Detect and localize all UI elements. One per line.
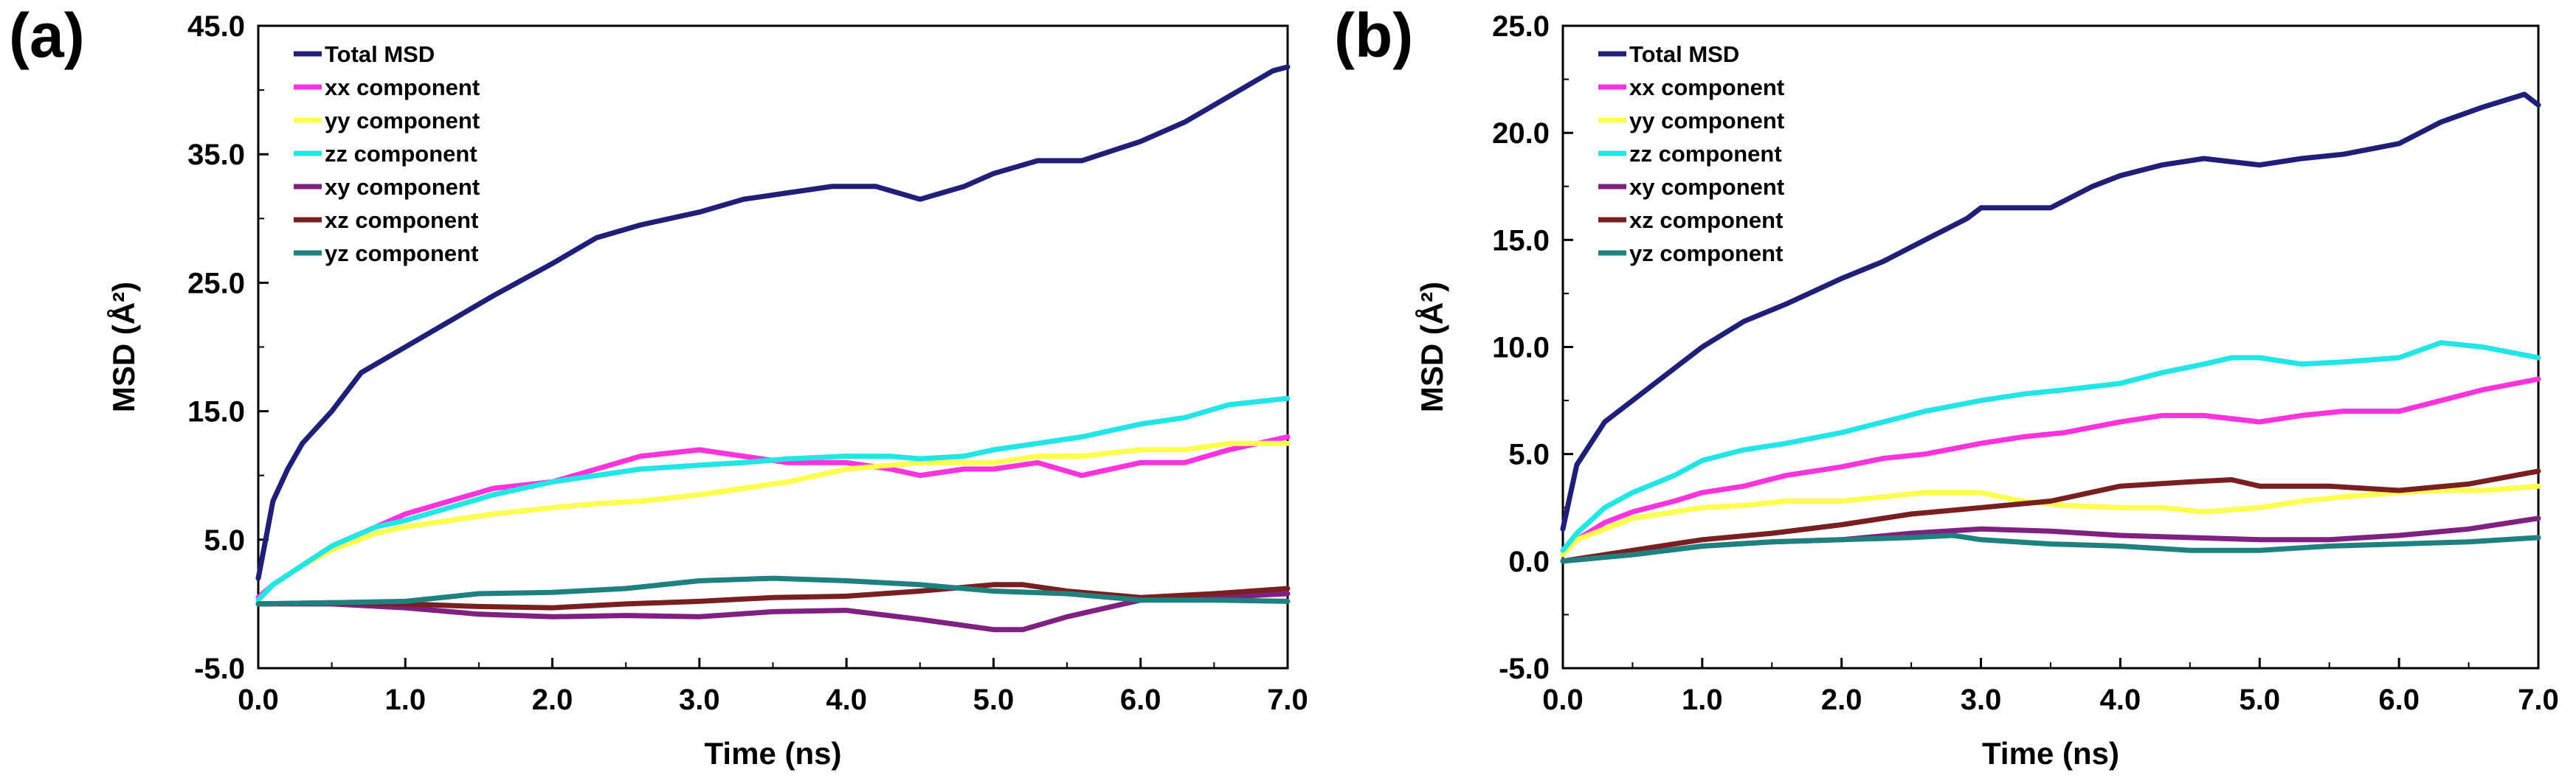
x-tick-label: 5.0 [973, 684, 1015, 716]
series-line-yz-component [1560, 532, 2541, 564]
x-tick-label: 6.0 [1120, 684, 1161, 716]
chart-panel-a: -5.0 5.0 15.0 25.0 35.0 45.0 0.0 1.0 2.0 3.0 4.0 5.… [106, 10, 1308, 771]
y-tick-label: 45.0 [187, 10, 245, 43]
legend-label: xy component [1629, 174, 1784, 200]
legend-label: yz component [325, 240, 478, 266]
series-line-yz-component [255, 575, 1291, 607]
series-line-xx-component [1560, 376, 2541, 553]
y-tick-label: 35.0 [187, 139, 245, 171]
x-tick-label: 3.0 [1961, 684, 2002, 716]
x-tick-label: 2.0 [532, 684, 573, 716]
legend-label: yy component [1629, 108, 1784, 133]
legend-label: xz component [325, 207, 478, 233]
x-axis-title: Time (ns) [1982, 736, 2119, 771]
series-line-xz-component [1560, 468, 2541, 564]
y-axis-title: MSD (Å²) [1415, 282, 1449, 412]
legend-label: xz component [1629, 207, 1783, 233]
x-axis-title: Time (ns) [705, 736, 842, 771]
x-tick-label: 6.0 [2378, 684, 2420, 716]
legend-label: yz component [1629, 240, 1783, 266]
y-tick-label: 15.0 [187, 396, 245, 428]
x-tick-label: 7.0 [1267, 684, 1308, 716]
x-tick-label: 0.0 [238, 684, 279, 716]
legend-label: xx component [1629, 74, 1784, 100]
y-tick-label: -5.0 [1499, 653, 1550, 685]
legend-label: zz component [1629, 141, 1782, 167]
y-axis-title: MSD (Å²) [106, 282, 141, 412]
y-tick-label: -5.0 [194, 653, 245, 685]
legend-label: yy component [325, 108, 480, 133]
x-tick-label: 4.0 [826, 684, 867, 716]
x-tick-label: 7.0 [2518, 684, 2559, 716]
y-tick-label: 5.0 [1508, 439, 1550, 471]
x-tick-label: 1.0 [1682, 684, 1723, 716]
panel-label-b: (b) [1334, 1, 1414, 70]
legend-label: Total MSD [1629, 41, 1739, 67]
legend-label: Total MSD [325, 41, 435, 67]
y-tick-label: 25.0 [1492, 10, 1550, 43]
x-tick-label: 2.0 [1821, 684, 1862, 716]
series-line-total-msd [255, 64, 1291, 581]
panel-label-a: (a) [9, 1, 85, 70]
x-tick-label: 4.0 [2100, 684, 2141, 716]
series-line-total-msd [1560, 91, 2541, 532]
y-tick-label: 20.0 [1492, 117, 1550, 150]
chart-panel-b: -5.00.05.010.015.020.025.00.0 1.0 2.0 3.0 4.… [1415, 10, 2559, 771]
series-line-yy-component [255, 440, 1291, 603]
y-tick-label: 0.0 [1508, 546, 1550, 578]
legend-label: xx component [325, 74, 480, 100]
y-tick-label: 15.0 [1492, 224, 1550, 257]
series-line-yy-component [1560, 483, 2541, 558]
y-tick-label: 10.0 [1492, 332, 1550, 364]
series-line-zz-component [255, 395, 1291, 603]
legend-label: xy component [325, 174, 480, 200]
series-line-zz-component [1560, 340, 2541, 553]
y-tick-label: 25.0 [187, 267, 245, 299]
x-tick-label: 3.0 [679, 684, 720, 716]
x-tick-label: 0.0 [1542, 684, 1584, 716]
series-line-xy-component [255, 591, 1291, 633]
legend-label: zz component [325, 141, 477, 167]
x-tick-label: 1.0 [384, 684, 426, 716]
x-tick-label: 5.0 [2239, 684, 2280, 716]
y-tick-label: 5.0 [204, 524, 245, 557]
